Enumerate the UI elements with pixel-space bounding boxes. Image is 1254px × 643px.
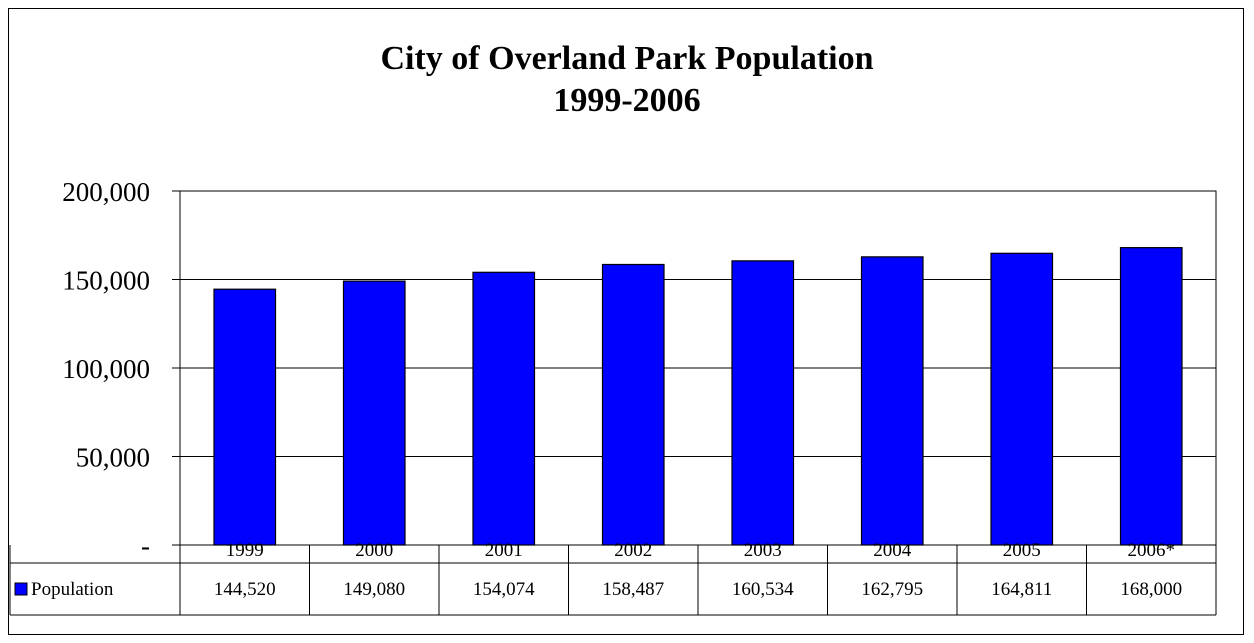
bar-1999	[213, 288, 277, 546]
data-value-label: 168,000	[1120, 579, 1182, 600]
y-tick-label: -	[141, 531, 150, 561]
category-label: 2006*	[1128, 540, 1176, 561]
category-label: 2001	[485, 540, 523, 561]
legend-swatch	[14, 582, 28, 596]
y-tick-label: 200,000	[62, 177, 150, 207]
category-label: 2004	[873, 540, 912, 561]
gridlines	[179, 190, 1217, 546]
category-label: 2003	[744, 540, 782, 561]
bar-2001	[472, 271, 536, 546]
bar-2005	[990, 252, 1054, 546]
chart-subtitle: 1999-2006	[553, 82, 701, 119]
data-value-label: 164,811	[991, 579, 1052, 600]
chart-title-line-1: City of Overland Park Population	[380, 40, 874, 77]
y-tick-label: 50,000	[76, 443, 150, 473]
bar-2006*	[1119, 247, 1183, 546]
data-table: 1999 2000 2001 2002 2003 2004 2005 2006* Populat…	[9, 540, 1217, 616]
data-value-label: 149,080	[343, 579, 405, 600]
y-axis: - 50,000 100,000 150,000 200,000	[62, 177, 180, 561]
category-label: 2000	[355, 540, 393, 561]
data-value-label: 144,520	[214, 579, 276, 600]
data-value-label: 160,534	[732, 579, 794, 600]
y-tick-label: 150,000	[62, 266, 150, 296]
bar-2003	[731, 260, 795, 546]
bar-2000	[342, 280, 406, 546]
category-label: 1999	[226, 540, 264, 561]
data-value-label: 158,487	[602, 579, 664, 600]
bar-2004	[860, 256, 924, 546]
category-label: 2002	[614, 540, 652, 561]
bar-2002	[601, 263, 665, 546]
category-label: 2005	[1003, 540, 1041, 561]
y-tick-label: 100,000	[62, 354, 150, 384]
chart-title: City of Overland Park Population 1999-20…	[0, 38, 1254, 122]
bars	[213, 247, 1183, 546]
data-value-label: 162,795	[861, 579, 923, 600]
legend-label: Population	[31, 579, 114, 600]
data-value-label: 154,074	[473, 579, 535, 600]
